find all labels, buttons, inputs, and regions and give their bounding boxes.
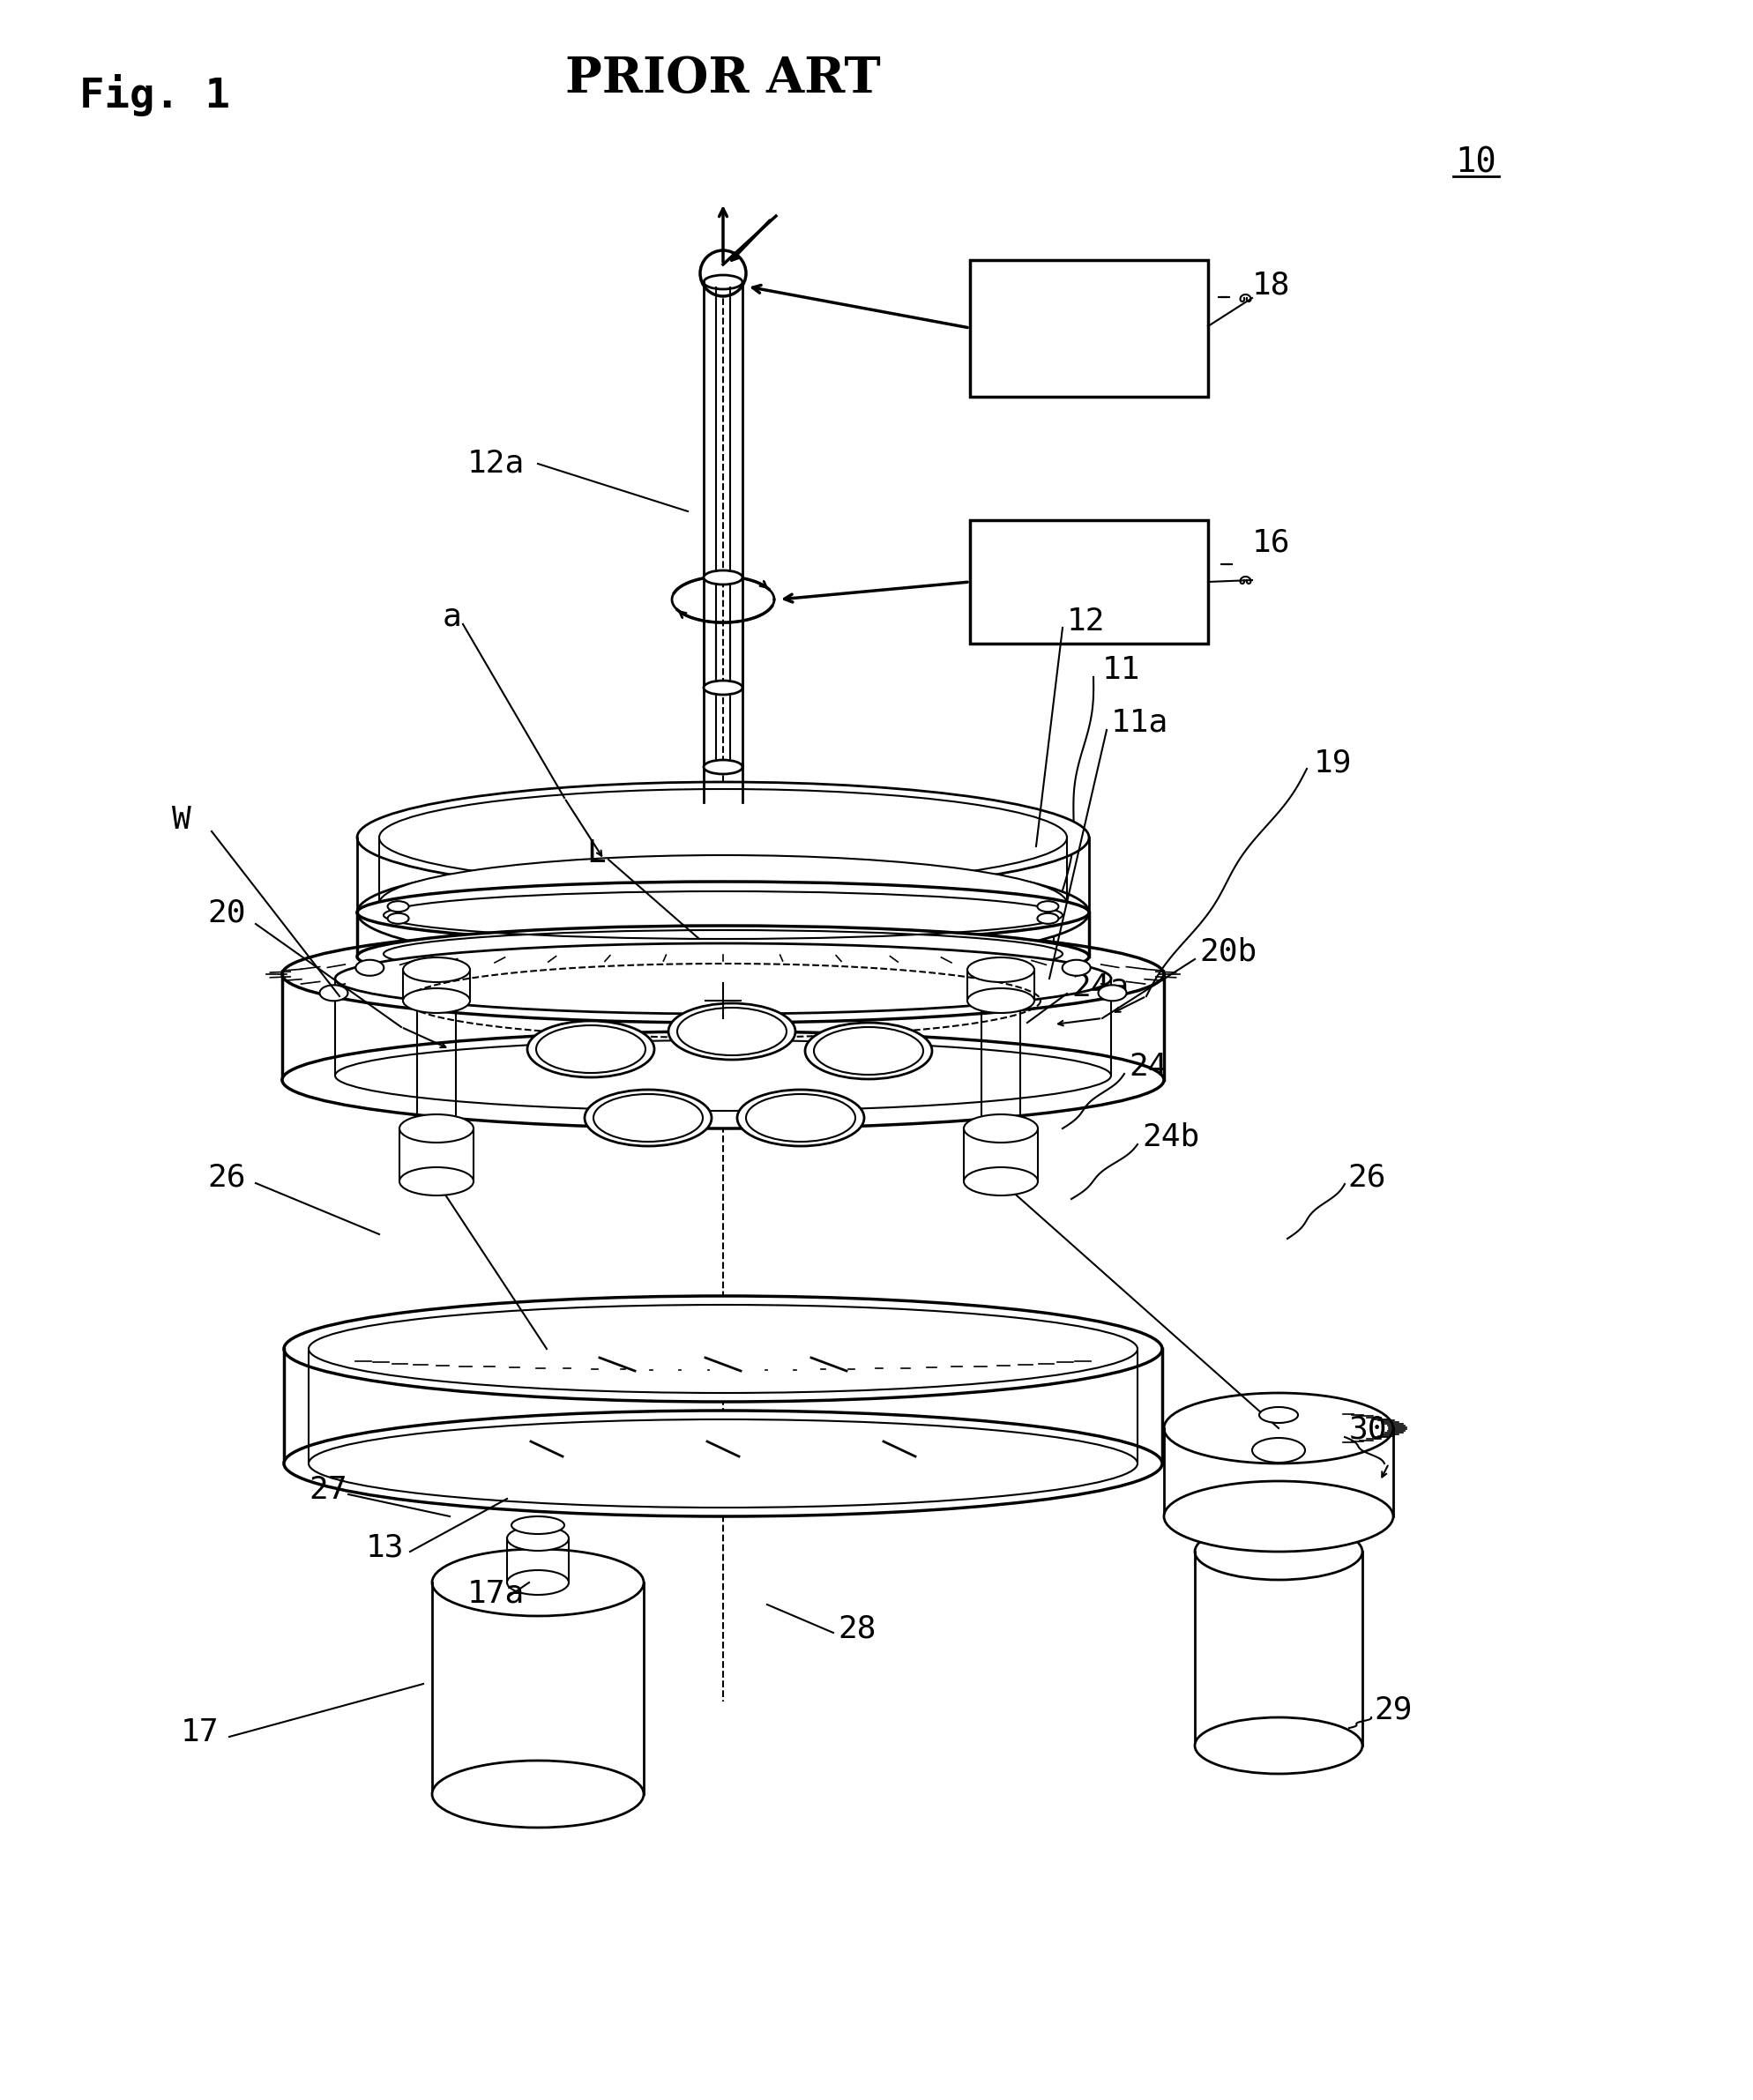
Text: 19: 19 <box>1313 748 1352 777</box>
Text: 20b: 20b <box>1199 937 1257 968</box>
Text: 29: 29 <box>1374 1695 1413 1726</box>
Ellipse shape <box>699 250 747 296</box>
Ellipse shape <box>703 571 743 584</box>
Ellipse shape <box>1196 1718 1362 1774</box>
Ellipse shape <box>319 985 347 1002</box>
Ellipse shape <box>982 993 1020 1008</box>
Ellipse shape <box>1252 1438 1304 1462</box>
Ellipse shape <box>1259 1407 1297 1424</box>
Text: 28: 28 <box>838 1615 876 1644</box>
Ellipse shape <box>738 1090 864 1147</box>
Text: 12: 12 <box>1068 607 1106 636</box>
Ellipse shape <box>400 1115 473 1142</box>
Ellipse shape <box>282 1031 1164 1128</box>
Ellipse shape <box>379 855 1068 951</box>
Ellipse shape <box>387 914 408 924</box>
Text: 11: 11 <box>1103 655 1141 685</box>
Text: PRIOR ART: PRIOR ART <box>564 55 880 103</box>
Text: 13: 13 <box>366 1533 405 1562</box>
Ellipse shape <box>507 1571 568 1594</box>
Ellipse shape <box>703 275 743 290</box>
Ellipse shape <box>1196 1522 1362 1579</box>
Ellipse shape <box>282 926 1164 1023</box>
Ellipse shape <box>309 1304 1138 1392</box>
Text: W: W <box>172 804 191 836</box>
Text: 27: 27 <box>309 1474 347 1506</box>
Ellipse shape <box>1062 960 1090 976</box>
Text: 16: 16 <box>1252 527 1290 556</box>
Ellipse shape <box>284 1411 1162 1516</box>
Ellipse shape <box>431 1760 643 1827</box>
Ellipse shape <box>335 943 1111 1014</box>
Text: 17: 17 <box>181 1718 219 1747</box>
Ellipse shape <box>964 1115 1038 1142</box>
Ellipse shape <box>387 901 408 911</box>
Ellipse shape <box>403 958 470 983</box>
Ellipse shape <box>964 1168 1038 1195</box>
Text: 12a: 12a <box>468 447 524 479</box>
Ellipse shape <box>528 1021 654 1077</box>
Ellipse shape <box>668 1004 796 1060</box>
Ellipse shape <box>512 1516 564 1533</box>
Text: 10: 10 <box>1455 147 1495 181</box>
Ellipse shape <box>968 958 1034 983</box>
Ellipse shape <box>703 760 743 775</box>
Ellipse shape <box>358 781 1089 892</box>
Text: 24b: 24b <box>1141 1121 1199 1153</box>
Bar <box>969 260 1208 397</box>
Text: 11a: 11a <box>1111 708 1169 737</box>
Ellipse shape <box>400 1168 473 1195</box>
Bar <box>969 521 1208 643</box>
Ellipse shape <box>1099 985 1127 1002</box>
Text: 26: 26 <box>207 1161 245 1193</box>
Ellipse shape <box>284 1296 1162 1403</box>
Ellipse shape <box>1038 914 1059 924</box>
Text: 30: 30 <box>1350 1415 1387 1445</box>
Ellipse shape <box>309 1420 1138 1508</box>
Ellipse shape <box>356 960 384 976</box>
Text: a: a <box>444 603 461 632</box>
Ellipse shape <box>358 882 1089 943</box>
Text: 26: 26 <box>1348 1161 1385 1193</box>
Ellipse shape <box>1164 1392 1394 1464</box>
Text: 24a: 24a <box>1071 972 1129 1002</box>
Ellipse shape <box>1038 901 1059 911</box>
Ellipse shape <box>805 1023 933 1079</box>
Ellipse shape <box>417 993 456 1008</box>
Ellipse shape <box>507 1527 568 1550</box>
Ellipse shape <box>586 1090 712 1147</box>
Ellipse shape <box>431 1550 643 1617</box>
Ellipse shape <box>968 989 1034 1012</box>
Ellipse shape <box>358 857 1089 968</box>
Ellipse shape <box>417 1115 456 1132</box>
Text: Fig. 1: Fig. 1 <box>79 74 230 115</box>
Text: 24: 24 <box>1129 1052 1167 1082</box>
Text: L: L <box>587 838 605 869</box>
Ellipse shape <box>1164 1480 1394 1552</box>
Ellipse shape <box>703 680 743 695</box>
Text: 17a: 17a <box>468 1579 524 1609</box>
Text: 20: 20 <box>207 897 245 928</box>
Ellipse shape <box>379 790 1068 886</box>
Ellipse shape <box>403 989 470 1012</box>
Text: 18: 18 <box>1252 269 1290 300</box>
Ellipse shape <box>358 926 1089 987</box>
Ellipse shape <box>982 1115 1020 1132</box>
